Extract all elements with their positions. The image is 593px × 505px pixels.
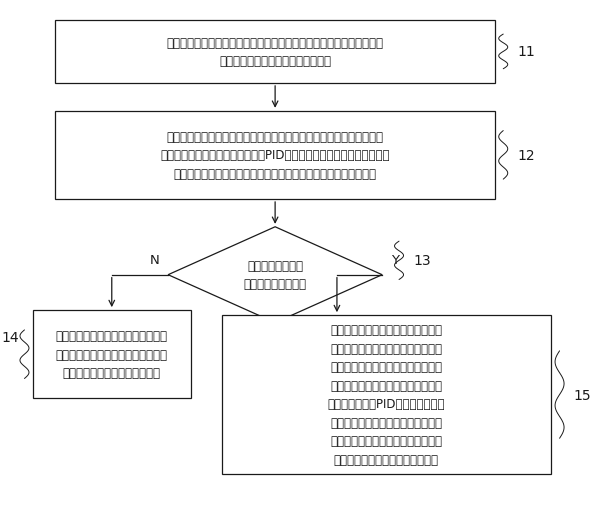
FancyBboxPatch shape <box>33 311 190 398</box>
Text: 空调制冷运行，获取实时室内环境温度、设定室内目标温度，获取空调
所在室内的目标与空调间的实时距离: 空调制冷运行，获取实时室内环境温度、设定室内目标温度，获取空调 所在室内的目标与… <box>167 36 384 68</box>
Text: 执行第一控制：选择第一频率与第二
频率中的较小值作为目标频率，根据
目标频率控制空调的压缩机运行: 执行第一控制：选择第一频率与第二 频率中的较小值作为目标频率，根据 目标频率控制… <box>56 330 168 379</box>
FancyBboxPatch shape <box>56 112 495 199</box>
Text: 12: 12 <box>517 148 535 163</box>
Text: Y: Y <box>391 253 398 266</box>
FancyBboxPatch shape <box>56 21 495 84</box>
Text: 11: 11 <box>517 45 535 59</box>
Text: 执行第二控制：获取空调蒸发器的实
时盘管温度和盘管目标温度，计算实
时盘管温度与盘管目标温度之间的温
差，作为实时盘管温差，根据实时盘
管温差进行盘温PID运算: 执行第二控制：获取空调蒸发器的实 时盘管温度和盘管目标温度，计算实 时盘管温度与… <box>327 324 445 466</box>
FancyBboxPatch shape <box>222 316 551 474</box>
Text: 15: 15 <box>573 388 591 402</box>
Polygon shape <box>168 227 382 323</box>
Text: 14: 14 <box>1 331 19 344</box>
Text: 13: 13 <box>413 254 431 268</box>
Text: 实时室内环境温度
小于设定舒适温度？: 实时室内环境温度 小于设定舒适温度？ <box>244 260 307 291</box>
Text: 计算实时室内环境温度与设定室内目标温度之间的温差，作为实时室内
温差，根据实时室内温差进行室温PID运算，获得第一频率；根据已知的
距离与频率的对应关系获取与实: 计算实时室内环境温度与设定室内目标温度之间的温差，作为实时室内 温差，根据实时室… <box>160 131 390 180</box>
Text: N: N <box>150 253 160 266</box>
